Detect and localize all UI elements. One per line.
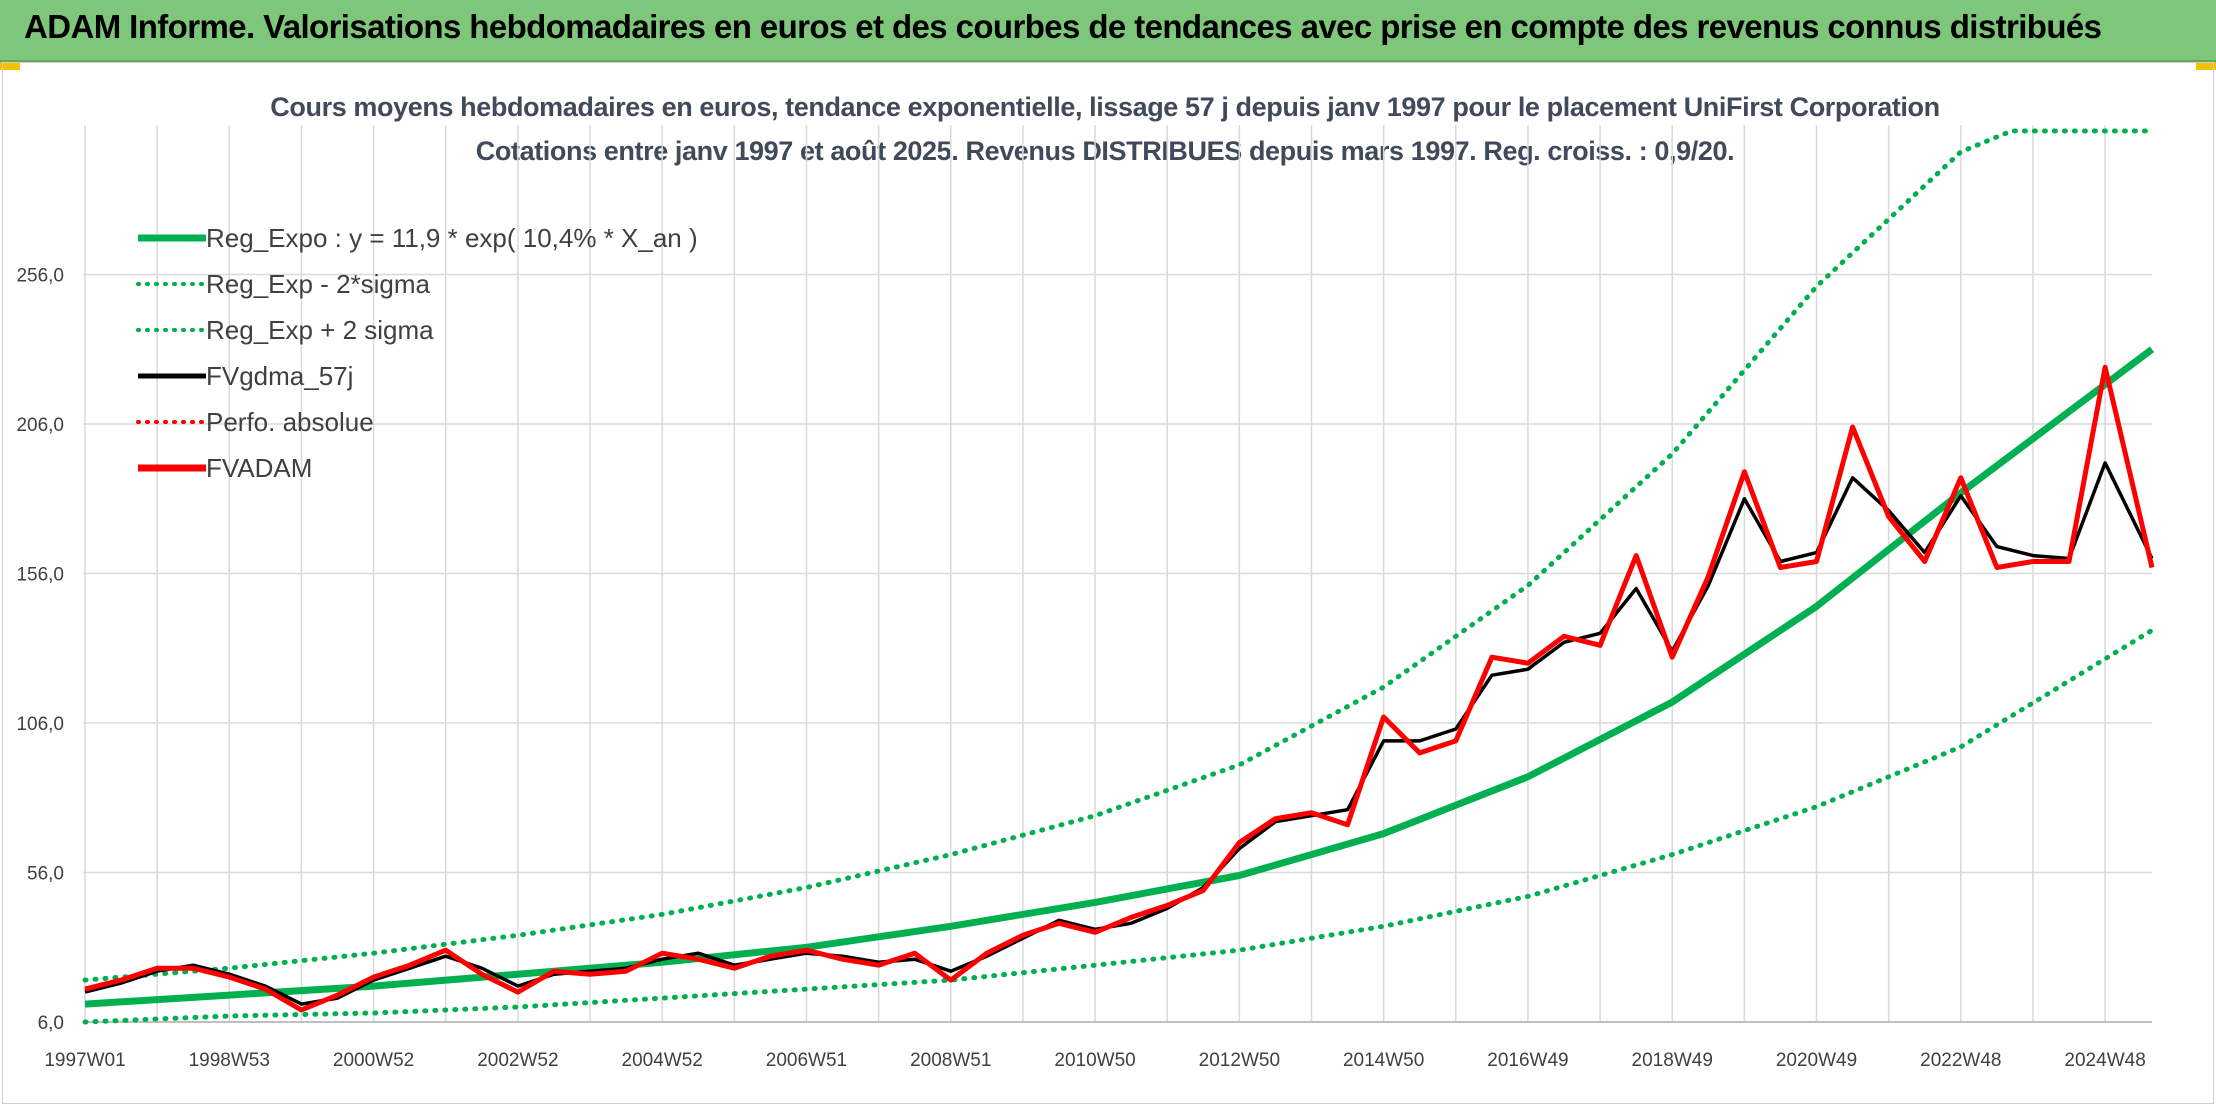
report-title: ADAM Informe. Valorisations hebdomadaire… xyxy=(24,8,2102,45)
series-line-reg-expo xyxy=(84,346,2155,1008)
report-banner: ADAM Informe. Valorisations hebdomadaire… xyxy=(0,0,2216,62)
x-tick-label: 2006W51 xyxy=(766,1050,847,1071)
y-tick-label: 156,0 xyxy=(16,565,64,586)
y-tick-label: 256,0 xyxy=(16,266,64,287)
x-tick-label: 1998W53 xyxy=(189,1050,270,1071)
legend-label: Perfo. absolue xyxy=(206,407,374,437)
x-tick-label: 2002W52 xyxy=(477,1050,558,1071)
x-tick-label: 2010W50 xyxy=(1054,1050,1135,1071)
chart-title: Cours moyens hebdomadaires en euros, ten… xyxy=(270,92,1940,122)
x-tick-label: 2018W49 xyxy=(1632,1050,1713,1071)
banner-corner-marker-left xyxy=(0,62,20,70)
y-tick-label: 6,0 xyxy=(38,1013,64,1034)
chart-frame xyxy=(2,62,2214,1104)
y-tick-label: 206,0 xyxy=(16,415,64,436)
series-line-reg-exp xyxy=(82,627,2155,1025)
horizontal-gridlines xyxy=(83,273,2152,1023)
y-tick-label: 56,0 xyxy=(27,864,64,885)
chart-subtitle: Cotations entre janv 1997 et août 2025. … xyxy=(475,136,1735,166)
banner-corner-marker-right xyxy=(2196,62,2216,70)
series-line-fvadam xyxy=(84,364,2155,1013)
x-axis-ticks: 1997W01 1998W53 2000W52 2002W52 2004W52 2006W… xyxy=(44,1050,2145,1071)
y-axis-ticks: 6,0 56,0 106,0 156,0 206,0 256,0 xyxy=(16,266,64,1035)
x-tick-label: 2016W49 xyxy=(1487,1050,1568,1071)
chart-legend: Reg_Expo : y = 11,9 * exp( 10,4% * X_an … xyxy=(136,223,698,483)
x-tick-label: 2022W48 xyxy=(1920,1050,2001,1071)
y-tick-label: 106,0 xyxy=(16,714,64,735)
x-tick-label: 2004W52 xyxy=(622,1050,703,1071)
legend-label: Reg_Exp - 2*sigma xyxy=(206,269,431,299)
legend-label: FVgdma_57j xyxy=(206,361,353,391)
legend-label: FVADAM xyxy=(206,453,312,483)
x-tick-label: 1997W01 xyxy=(44,1050,125,1071)
x-tick-label: 2000W52 xyxy=(333,1050,414,1071)
x-tick-label: 2020W49 xyxy=(1776,1050,1857,1071)
legend-label: Reg_Exp + 2 sigma xyxy=(206,315,434,345)
x-tick-label: 2012W50 xyxy=(1199,1050,1280,1071)
x-tick-label: 2024W48 xyxy=(2064,1050,2145,1071)
legend-label: Reg_Expo : y = 11,9 * exp( 10,4% * X_an … xyxy=(206,223,698,253)
series-lines xyxy=(82,128,2155,1025)
series-line-reg-exp xyxy=(82,128,2155,983)
x-tick-label: 2008W51 xyxy=(910,1050,991,1071)
x-tick-label: 2014W50 xyxy=(1343,1050,1424,1071)
